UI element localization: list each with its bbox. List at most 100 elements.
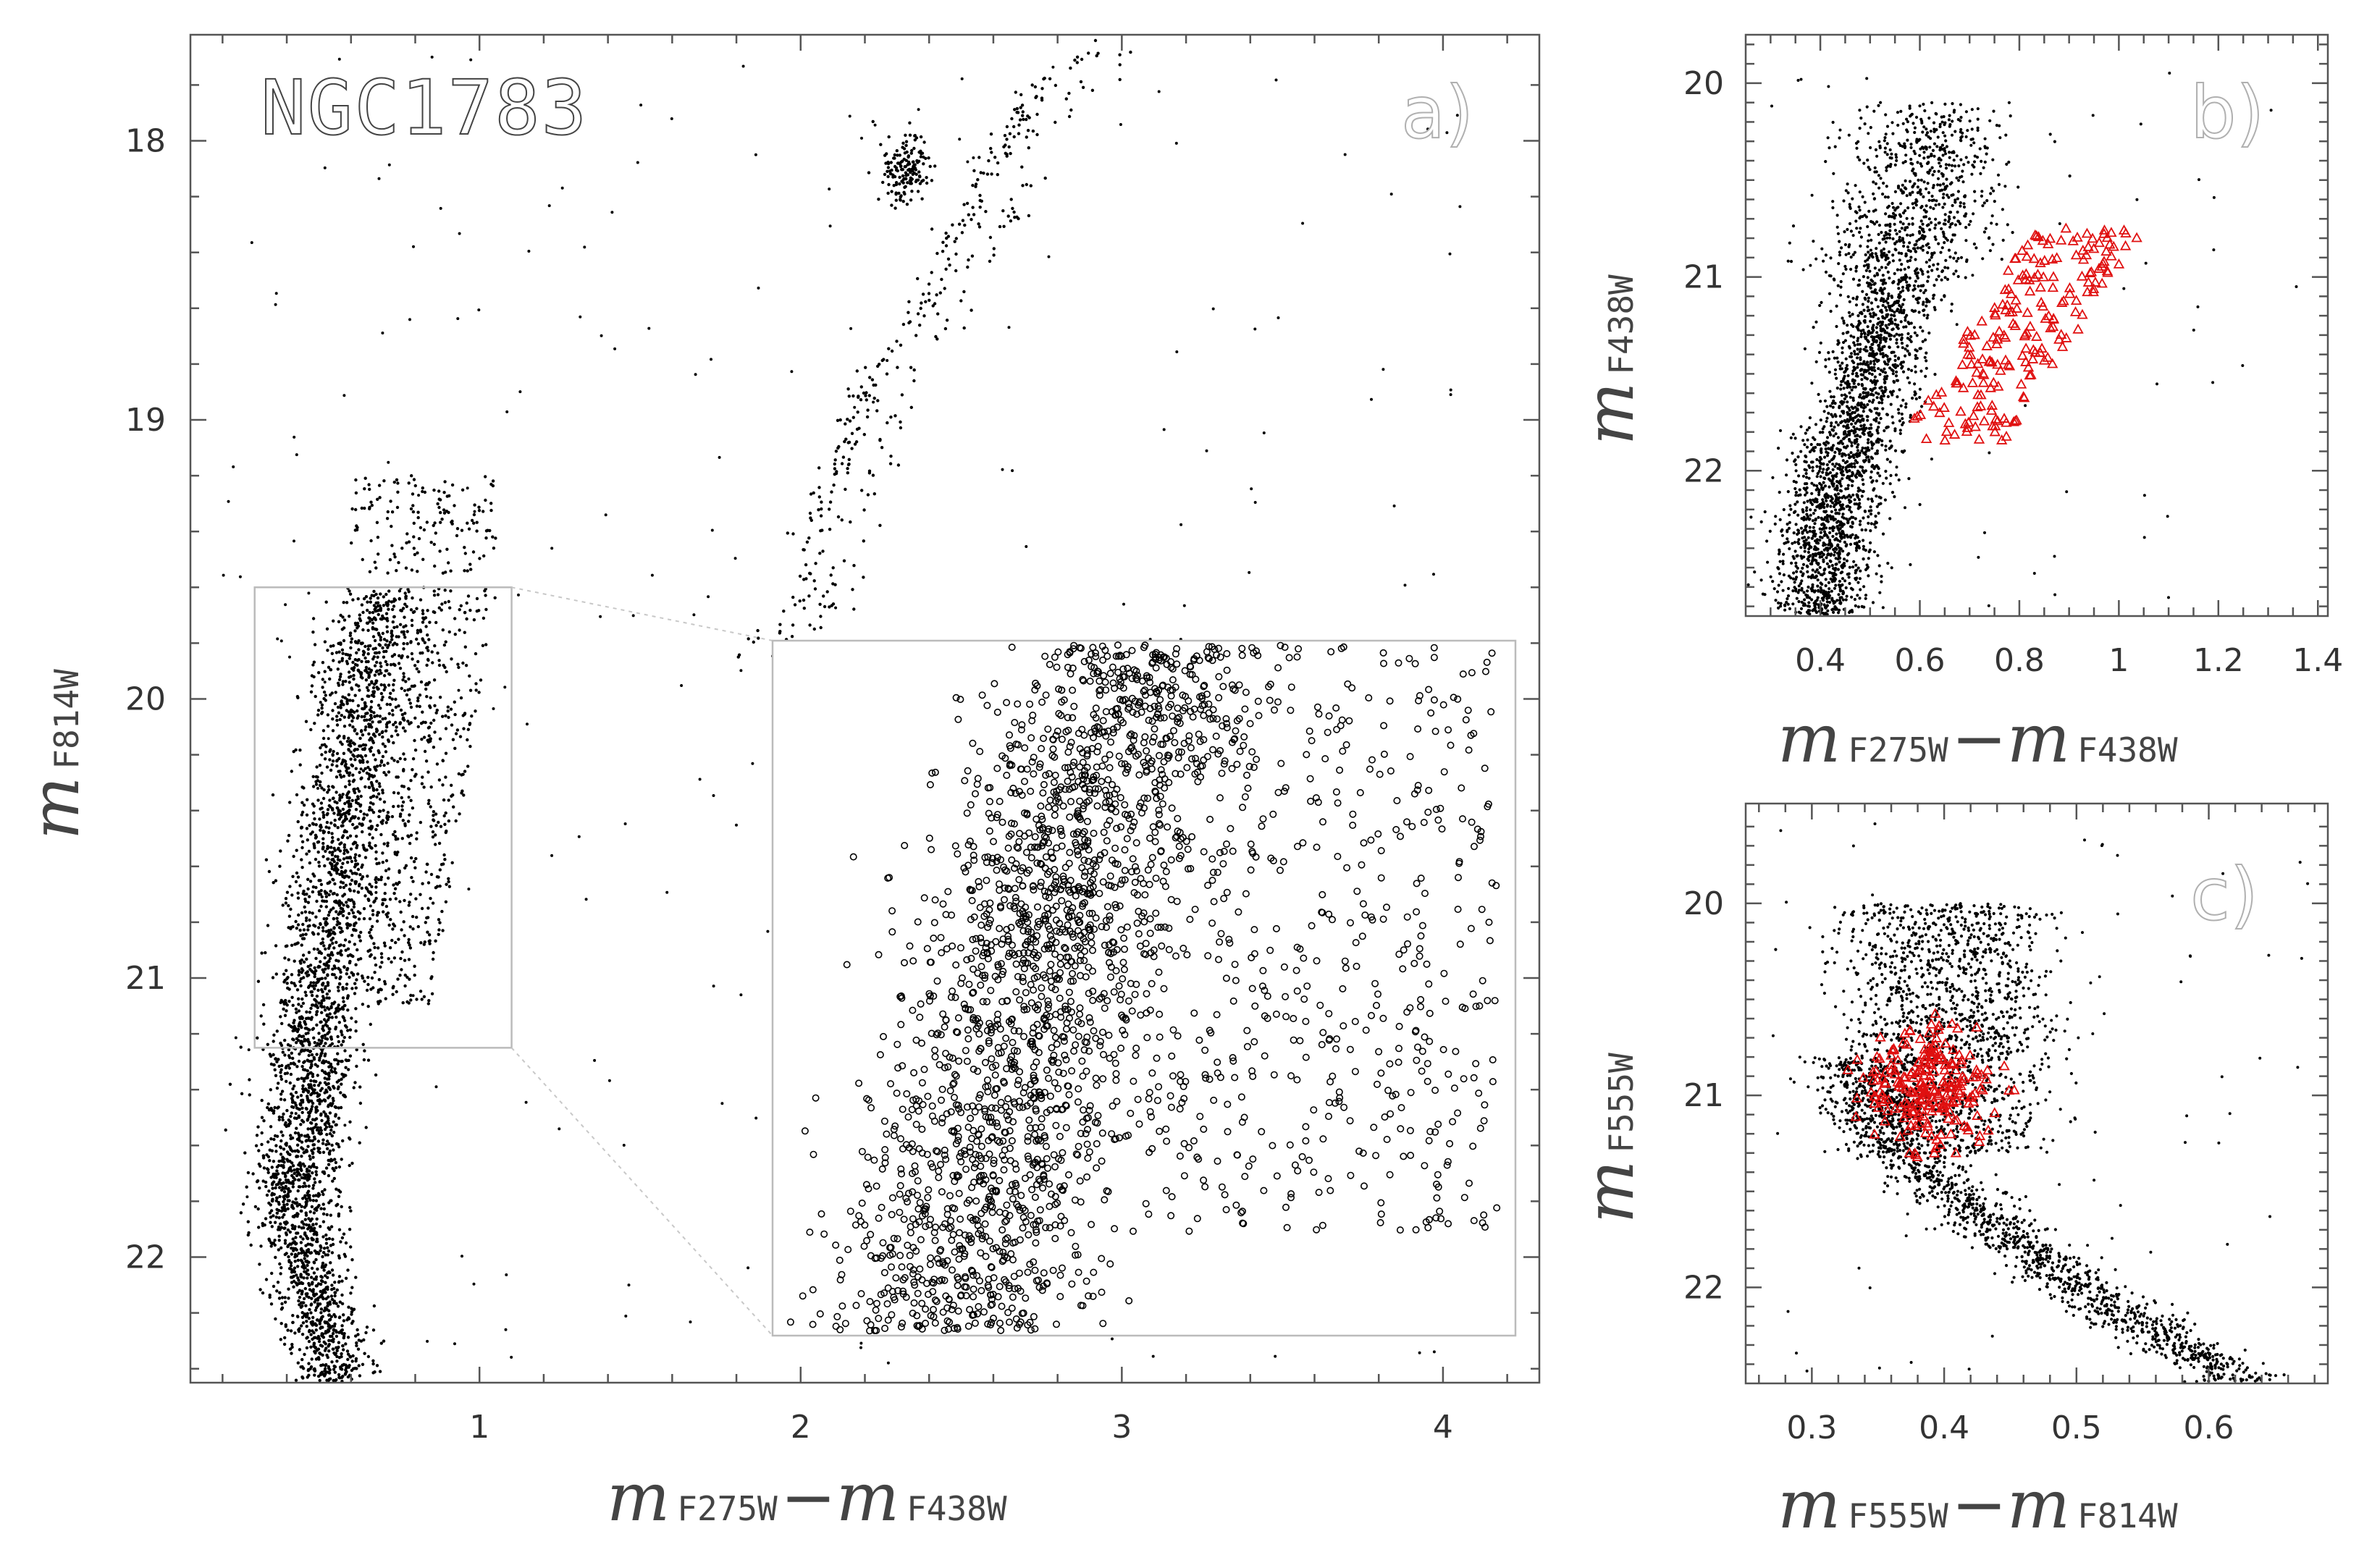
star-point: [350, 763, 353, 767]
star-point: [380, 956, 384, 959]
star-point: [332, 917, 336, 921]
star-point: [434, 939, 437, 943]
star-point: [246, 1220, 250, 1223]
star-point: [360, 715, 363, 719]
star-point: [310, 1357, 314, 1361]
star-point: [1075, 55, 1080, 59]
star-point: [314, 1298, 318, 1302]
star-point: [277, 1209, 281, 1213]
star-point: [337, 1021, 341, 1024]
star-point: [358, 853, 361, 858]
star-point: [382, 898, 386, 901]
star-point: [327, 1329, 331, 1333]
star-point: [335, 651, 339, 654]
star-point: [456, 317, 460, 321]
star-point: [439, 498, 442, 502]
star-point: [341, 695, 345, 699]
star-point: [227, 500, 230, 503]
star-point: [819, 514, 823, 518]
star-point: [384, 617, 388, 621]
star-point: [394, 897, 398, 901]
star-point: [329, 846, 333, 849]
star-point: [435, 885, 440, 888]
star-point: [361, 976, 365, 980]
star-point: [862, 433, 867, 437]
star-point: [357, 658, 361, 662]
star-point: [394, 705, 398, 709]
star-point: [316, 1006, 319, 1010]
star-point: [401, 1001, 405, 1005]
star-point: [356, 668, 360, 672]
star-point: [909, 182, 914, 185]
star-point: [337, 1341, 341, 1344]
star-point: [340, 1006, 345, 1010]
star-point: [272, 1053, 275, 1057]
star-point: [298, 1303, 301, 1307]
star-point: [377, 751, 381, 754]
star-point: [878, 439, 882, 442]
star-point: [1022, 117, 1025, 122]
star-point: [304, 1304, 308, 1307]
star-point: [340, 714, 343, 717]
star-point: [355, 825, 358, 829]
star-point: [340, 1077, 343, 1082]
star-point: [473, 503, 476, 507]
star-point: [282, 1157, 286, 1160]
star-point: [279, 1338, 282, 1341]
star-point: [321, 729, 326, 733]
star-point: [289, 907, 293, 911]
star-point: [818, 552, 822, 555]
star-point: [330, 862, 334, 867]
star-point: [584, 898, 588, 901]
star-point: [447, 599, 450, 604]
star-point: [912, 379, 916, 383]
star-point: [422, 785, 426, 789]
star-point: [256, 979, 261, 983]
star-point: [274, 1074, 278, 1078]
star-point: [460, 1255, 463, 1258]
star-point: [966, 265, 970, 269]
star-point: [444, 751, 448, 755]
star-point: [264, 1180, 268, 1184]
star-point: [403, 898, 406, 903]
star-point: [429, 785, 433, 789]
star-point: [379, 833, 383, 837]
star-point: [356, 948, 359, 952]
star-point: [817, 508, 820, 512]
star-point: [304, 971, 308, 975]
star-point: [260, 951, 264, 955]
star-point: [360, 506, 363, 510]
star-point: [282, 1000, 285, 1004]
star-point: [327, 1142, 331, 1146]
star-point: [320, 1276, 324, 1279]
star-point: [324, 1020, 328, 1024]
star-point: [320, 703, 324, 707]
star-point: [415, 915, 419, 919]
star-point: [310, 1053, 314, 1057]
star-point: [277, 1239, 281, 1242]
star-point: [325, 891, 329, 895]
star-point: [302, 1297, 306, 1301]
star-point: [312, 842, 316, 846]
star-point: [275, 1029, 279, 1033]
star-point: [419, 680, 424, 684]
star-point: [802, 548, 805, 552]
star-point: [425, 916, 429, 920]
star-point: [307, 1223, 311, 1227]
star-point: [322, 917, 326, 921]
star-point: [434, 711, 438, 715]
star-point: [338, 859, 342, 862]
star-point: [295, 1041, 298, 1045]
star-point: [372, 942, 376, 945]
star-point: [342, 751, 346, 756]
star-point: [329, 1199, 332, 1202]
star-point: [358, 939, 362, 943]
star-point: [314, 1284, 319, 1288]
star-point: [346, 947, 350, 951]
star-point: [453, 617, 457, 620]
star-point: [327, 989, 332, 993]
star-point: [355, 524, 358, 528]
star-point: [892, 184, 896, 187]
star-point: [332, 973, 336, 977]
star-point: [296, 941, 300, 945]
